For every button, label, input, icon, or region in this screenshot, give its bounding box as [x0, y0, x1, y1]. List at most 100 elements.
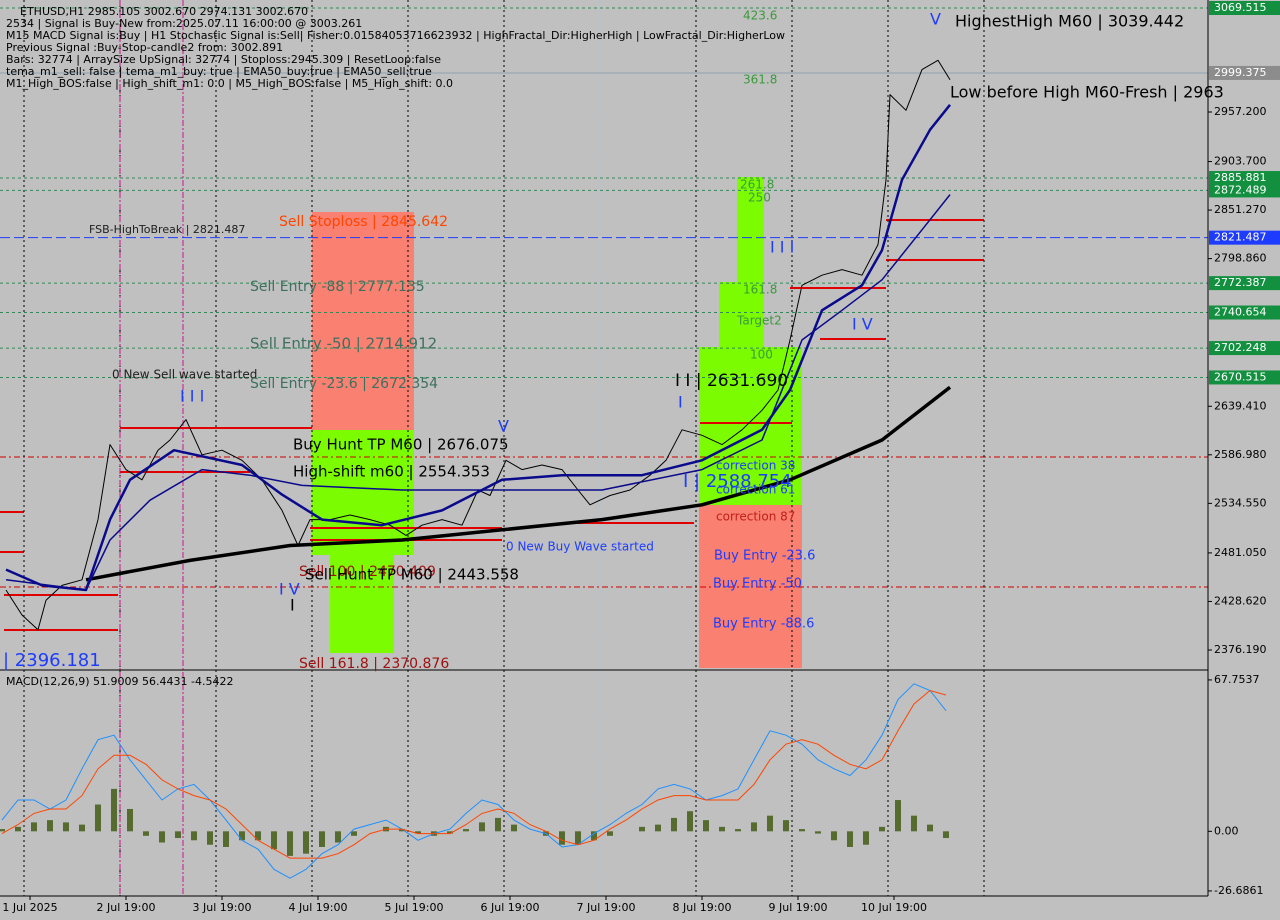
annotation: 250: [748, 191, 771, 205]
y-tick-label: 67.7537: [1214, 673, 1260, 686]
level-label-box: [1209, 230, 1280, 245]
x-tick-label: 10 Jul 19:00: [861, 901, 927, 914]
level-label: 2740.654: [1214, 306, 1267, 319]
annotation: V: [930, 10, 941, 29]
histogram-bar: [479, 822, 485, 832]
y-tick-label: 2639.410: [1214, 399, 1267, 412]
histogram-bar: [239, 831, 245, 841]
annotation: I V: [852, 315, 873, 334]
buy-target-zone: [719, 282, 764, 347]
histogram-bar: [79, 824, 85, 832]
histogram-bar: [0, 829, 5, 832]
histogram-bar: [175, 831, 181, 839]
x-tick-label: 9 Jul 19:00: [769, 901, 828, 914]
annotation: 100: [750, 348, 773, 362]
annotation: Sell Entry -23.6 | 2672.354: [250, 376, 438, 392]
sell-zone: [312, 212, 414, 430]
histogram-bar: [703, 820, 709, 832]
y-tick-label: 2957.200: [1214, 105, 1267, 118]
histogram-bar: [15, 826, 21, 832]
histogram-bar: [927, 824, 933, 832]
x-tick-label: 6 Jul 19:00: [481, 901, 540, 914]
histogram-bar: [575, 831, 581, 845]
level-label: 2872.489: [1214, 183, 1267, 196]
histogram-bar: [751, 822, 757, 832]
level-label-box: [1209, 305, 1280, 320]
histogram-bar: [335, 831, 341, 843]
histogram-bar: [895, 800, 901, 832]
annotation: 261.8: [740, 178, 774, 192]
annotation: 161.8: [743, 283, 777, 297]
histogram-bar: [783, 820, 789, 832]
histogram-bar: [351, 831, 357, 836]
level-label-box: [1209, 65, 1280, 80]
histogram-bar: [47, 820, 53, 832]
y-tick-label: 2798.860: [1214, 252, 1267, 265]
x-tick-label: 2 Jul 19:00: [97, 901, 156, 914]
level-label-box: [1209, 171, 1280, 186]
histogram-bar: [287, 831, 293, 856]
y-tick-label: 2481.050: [1214, 546, 1267, 559]
level-label: 2885.881: [1214, 171, 1267, 184]
level-label: 3069.515: [1214, 1, 1267, 14]
histogram-bar: [159, 831, 165, 843]
histogram-bar: [143, 831, 149, 836]
y-tick-label: -26.6861: [1214, 884, 1263, 897]
annotation: I I I: [770, 238, 794, 257]
level-label: 2702.248: [1214, 341, 1267, 354]
histogram-bar: [415, 831, 421, 834]
buy-target-zone: [737, 177, 764, 282]
level-label-box: [1209, 276, 1280, 291]
histogram-bar: [559, 831, 565, 845]
y-tick-label: 0.00: [1214, 824, 1239, 837]
level-label: 2821.487: [1214, 231, 1267, 244]
plot: [0, 0, 1208, 896]
histogram-bar: [511, 824, 517, 832]
price-line: [5, 104, 951, 592]
histogram-bar: [863, 831, 869, 845]
annotation: correction 87: [716, 510, 795, 524]
annotation: 0 New Buy Wave started: [506, 540, 654, 554]
x-tick-label: 3 Jul 19:00: [193, 901, 252, 914]
level-label: 2772.387: [1214, 276, 1267, 289]
annotation: Buy Entry -88.6: [713, 617, 814, 632]
sell-target-zone: [330, 555, 394, 653]
histogram-bar: [591, 831, 597, 841]
annotation: High-shift m60 | 2554.353: [293, 463, 490, 481]
histogram-bar: [831, 831, 837, 841]
buy-target-zone: [699, 347, 802, 505]
histogram-bar: [319, 831, 325, 847]
histogram-bar: [271, 831, 277, 850]
annotation: Sell 161.8 | 2370.876: [299, 656, 449, 672]
macd-title: MACD(12,26,9) 51.9009 56.4431 -4.5422: [6, 675, 233, 688]
info-line: Bars: 32774 | ArraySize UpSignal: 32774 …: [6, 53, 441, 66]
histogram-bar: [495, 817, 501, 832]
annotation: Buy Entry -50: [713, 577, 802, 592]
histogram-bar: [847, 831, 853, 847]
zones: [312, 177, 802, 668]
annotation: I: [290, 596, 295, 615]
histogram-bar: [815, 831, 821, 834]
info-line: M15 MACD Signal is:Buy | H1 Stochastic S…: [6, 29, 785, 42]
annotation: FSB-HighToBreak | 2821.487: [89, 223, 245, 236]
y-tick-label: 2851.270: [1214, 203, 1267, 216]
y-tick-label: 2586.980: [1214, 448, 1267, 461]
histogram-bar: [639, 826, 645, 832]
price-line: [85, 385, 952, 582]
info-line: tema_m1_sell: false | tema_m1_buy: true …: [6, 65, 432, 78]
annotation: I: [678, 393, 683, 412]
level-label: 2670.515: [1214, 370, 1267, 383]
annotation: I | 2588.754: [683, 471, 792, 492]
histogram-bar: [255, 831, 261, 841]
histogram-bar: [223, 831, 229, 847]
histogram-bar: [607, 831, 613, 836]
annotation: correction 61: [716, 483, 795, 497]
histogram-bar: [943, 831, 949, 839]
annotation: Sell 100 | 2470.409: [299, 564, 436, 580]
y-tick-label: 2903.700: [1214, 155, 1267, 168]
info-line: M1_High_BOS:false | High_shift_m1: 0.0 |…: [6, 77, 453, 90]
histogram-bar: [879, 826, 885, 832]
histogram-bar: [719, 826, 725, 832]
sell-target-zone: [312, 430, 414, 555]
